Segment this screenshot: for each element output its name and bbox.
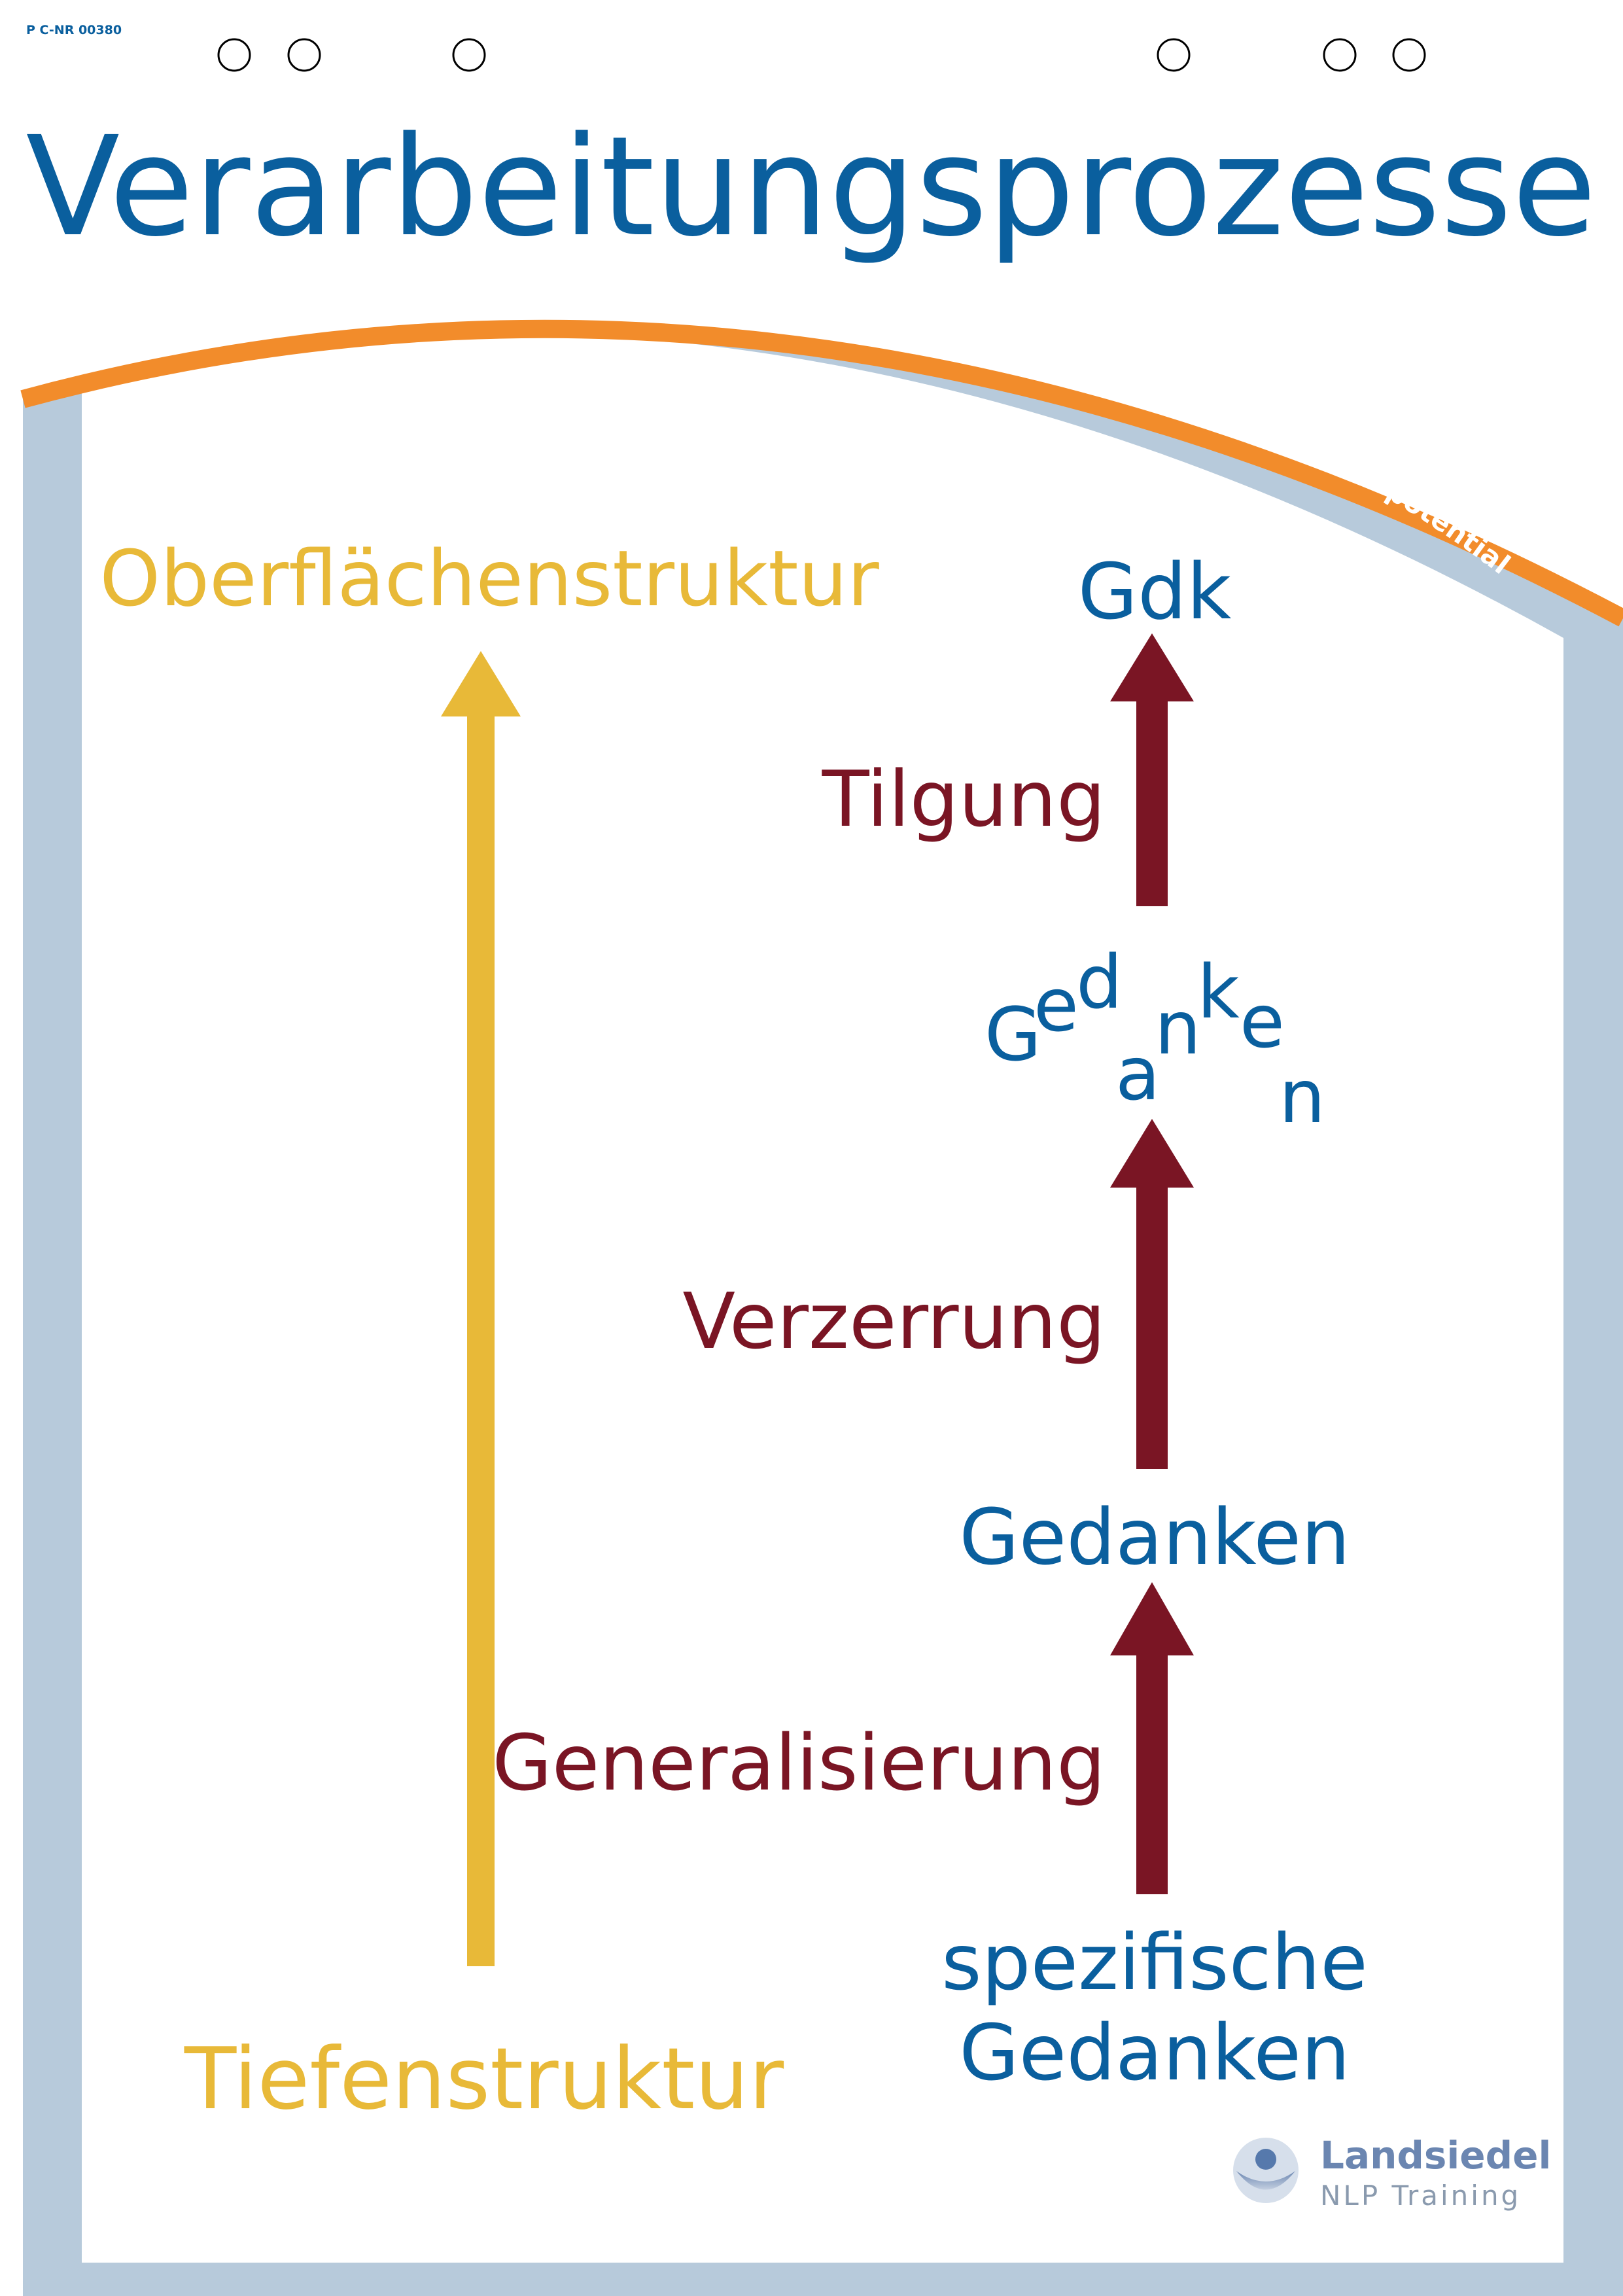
deep-structure-label: Tiefenstruktur [184, 2029, 784, 2128]
punch-hole [1392, 38, 1426, 72]
logo-emblem-head [1255, 2149, 1276, 2170]
punch-hole [452, 38, 486, 72]
logo-emblem-ring [1233, 2138, 1299, 2203]
punch-hole [1323, 38, 1357, 72]
logo-emblem-swoosh [1236, 2171, 1295, 2190]
punch-holes [217, 38, 1426, 72]
generalization-arrow [1110, 1582, 1194, 1894]
surface-structure-label: Oberflächenstruktur [99, 533, 879, 624]
abbreviated-word-label: Gdk [1078, 546, 1232, 637]
scattered-letter: e [1034, 963, 1079, 1048]
content-panel [82, 332, 1563, 2263]
specific-label-line2: Gedanken [959, 2007, 1350, 2098]
yellow-arrow-head [441, 651, 521, 716]
distortion-arrow [1110, 1119, 1194, 1469]
specific-label-line1: spezifische [941, 1917, 1368, 2007]
scattered-letter: n [1279, 1055, 1325, 1140]
yellow-arrow [441, 651, 521, 1966]
punch-hole [1157, 38, 1191, 72]
logo-emblem-icon [1233, 2138, 1299, 2203]
orange-arc [20, 319, 1623, 627]
thoughts-label: Gedanken [959, 1492, 1350, 1582]
brand-logo: Landsiedel NLP Training [1233, 2133, 1551, 2212]
process-deletion-label: Tilgung [822, 754, 1106, 844]
deletion-arrow [1110, 633, 1194, 906]
scattered-letter: G [985, 993, 1041, 1078]
scattered-letter: e [1240, 980, 1285, 1065]
logo-subtitle: NLP Training [1320, 2180, 1521, 2212]
scattered-letter: d [1076, 940, 1123, 1025]
scattered-letter: a [1115, 1032, 1161, 1117]
logo-brand-name: Landsiedel [1320, 2133, 1551, 2178]
distortion-arrow-shaft [1136, 1178, 1168, 1469]
generalization-arrow-shaft [1136, 1649, 1168, 1894]
deletion-arrow-shaft [1136, 694, 1168, 906]
distortion-arrow-head [1110, 1119, 1194, 1188]
punch-hole [287, 38, 321, 72]
scattered-letter: n [1155, 986, 1201, 1071]
page-title: Verarbeitungsprozesse [26, 107, 1597, 267]
yellow-arrow-shaft [467, 710, 495, 1966]
generalization-arrow-head [1110, 1582, 1194, 1655]
process-generalization-label: Generalisierung [492, 1718, 1106, 1808]
scattered-letter: k [1197, 950, 1240, 1035]
punch-hole [217, 38, 251, 72]
product-code: P C-NR 00380 [26, 23, 122, 37]
deletion-arrow-head [1110, 633, 1194, 701]
process-distortion-label: Verzerrung [682, 1276, 1106, 1366]
scattered-word: G e d a n k e n [985, 940, 1325, 1140]
poster-frame [20, 319, 1623, 2296]
